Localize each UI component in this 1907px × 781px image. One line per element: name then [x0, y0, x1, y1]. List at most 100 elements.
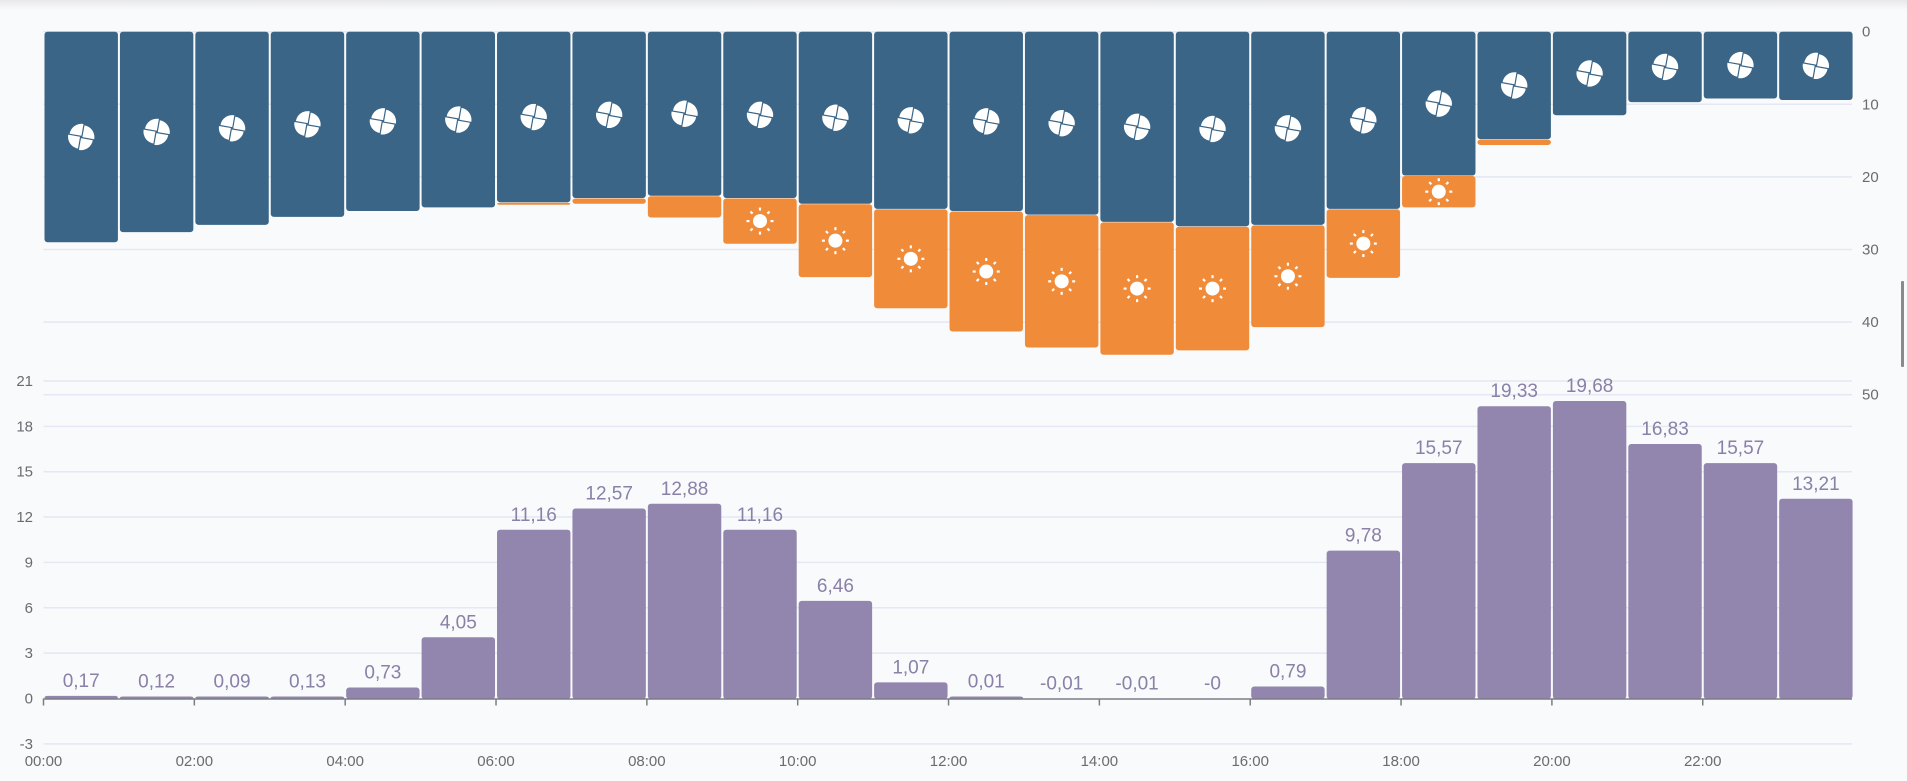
- data-label: 11,16: [737, 505, 783, 526]
- sun-ray: [767, 212, 769, 214]
- data-label: 12,88: [661, 479, 709, 500]
- sun-bar: [648, 196, 721, 217]
- sun-bar: [1477, 140, 1550, 145]
- y-tick-label: 6: [25, 600, 33, 617]
- fan-bar: [1100, 32, 1173, 222]
- x-axis: 00:0002:0004:0006:0008:0010:0012:0014:00…: [25, 699, 1852, 771]
- data-label: 12,57: [585, 483, 633, 504]
- energy-bar: [874, 682, 947, 699]
- fan-bar: [195, 32, 268, 225]
- fan-bar: [648, 32, 721, 196]
- sun-core: [1432, 185, 1446, 199]
- sun-ray: [750, 212, 752, 214]
- fan-bar: [422, 32, 495, 208]
- data-label: -0,01: [1115, 674, 1158, 695]
- fan-bar: [346, 32, 419, 211]
- data-label: -0: [1204, 674, 1221, 695]
- sun-ray: [1278, 284, 1280, 286]
- sun-ray: [1220, 296, 1222, 298]
- data-label: 11,16: [511, 505, 557, 526]
- sun-ray: [1354, 234, 1356, 236]
- energy-bar: [1402, 463, 1475, 699]
- sun-ray: [994, 262, 996, 264]
- fan-bar: [1628, 32, 1701, 102]
- y-tick-label: 50: [1862, 387, 1879, 404]
- fan-bar: [572, 32, 645, 198]
- x-tick-label: 12:00: [930, 753, 968, 770]
- sun-ray: [1128, 296, 1130, 298]
- sun-core: [753, 214, 767, 228]
- sun-core: [828, 234, 842, 248]
- sun-ray: [1128, 279, 1130, 281]
- fan-bar: [799, 32, 872, 204]
- sun-core: [904, 252, 918, 266]
- fan-bar: [1251, 32, 1324, 225]
- sun-ray: [1220, 279, 1222, 281]
- fan-bar: [120, 32, 193, 232]
- data-label: 0,12: [138, 672, 175, 693]
- sun-ray: [843, 248, 845, 250]
- fan-bar: [1477, 32, 1550, 139]
- sun-core: [1055, 274, 1069, 288]
- sun-ray: [826, 231, 828, 233]
- sun-ray: [1069, 272, 1071, 274]
- data-label: -0,01: [1040, 674, 1083, 695]
- data-label: 19,68: [1566, 376, 1614, 397]
- x-tick-label: 04:00: [326, 753, 364, 770]
- data-label: 0,13: [289, 672, 326, 693]
- y-tick-label: 21: [16, 373, 33, 390]
- sun-ray: [918, 249, 920, 251]
- sun-ray: [1203, 296, 1205, 298]
- sun-core: [1281, 269, 1295, 283]
- sun-ray: [1295, 267, 1297, 269]
- scrollbar-thumb[interactable]: [1901, 281, 1904, 367]
- sun-ray: [977, 262, 979, 264]
- energy-bar: [1327, 551, 1400, 699]
- data-label: 4,05: [440, 612, 477, 633]
- sun-core: [979, 265, 993, 279]
- sun-ray: [1203, 279, 1205, 281]
- sun-ray: [1052, 272, 1054, 274]
- fan-bar: [271, 32, 344, 217]
- data-label: 0,73: [364, 662, 401, 683]
- data-label: 13,21: [1792, 474, 1840, 495]
- sun-ray: [1446, 182, 1448, 184]
- top-chart-bars: [45, 32, 1853, 355]
- top-chart-y-axis: 01020304050: [1862, 24, 1879, 404]
- chart-canvas: 01020304050 -3036912151821 0,170,120,090…: [0, 0, 1907, 781]
- energy-bar: [1704, 463, 1777, 699]
- y-tick-label: 30: [1862, 242, 1879, 259]
- sun-bar: [497, 203, 570, 205]
- data-label: 0,79: [1269, 662, 1306, 683]
- fan-bar: [950, 32, 1023, 211]
- x-tick-label: 06:00: [477, 753, 515, 770]
- sun-bar: [572, 198, 645, 203]
- sun-ray: [1371, 234, 1373, 236]
- sun-ray: [750, 228, 752, 230]
- x-tick-label: 16:00: [1231, 753, 1269, 770]
- sun-core: [1206, 282, 1220, 296]
- energy-bar: [1628, 444, 1701, 699]
- y-tick-label: 15: [16, 464, 33, 481]
- y-tick-label: 20: [1862, 169, 1879, 186]
- sun-ray: [1371, 251, 1373, 253]
- fan-bar: [1176, 32, 1249, 227]
- sun-ray: [901, 266, 903, 268]
- sun-ray: [918, 266, 920, 268]
- y-tick-label: 0: [1862, 24, 1870, 41]
- bottom-chart-y-axis: -3036912151821: [16, 373, 33, 753]
- y-tick-label: 0: [25, 691, 33, 708]
- energy-bar: [723, 530, 796, 699]
- energy-bar: [1251, 687, 1324, 699]
- energy-bar: [572, 508, 645, 699]
- x-tick-label: 18:00: [1382, 753, 1420, 770]
- data-label: 0,17: [63, 671, 100, 692]
- fan-bar: [1779, 32, 1852, 100]
- fan-bar: [45, 32, 118, 243]
- energy-bar: [346, 687, 419, 699]
- data-label: 15,57: [1717, 438, 1765, 459]
- sun-core: [1356, 237, 1370, 251]
- sun-ray: [1278, 267, 1280, 269]
- energy-bar: [1779, 499, 1852, 699]
- data-label: 19,33: [1490, 381, 1538, 402]
